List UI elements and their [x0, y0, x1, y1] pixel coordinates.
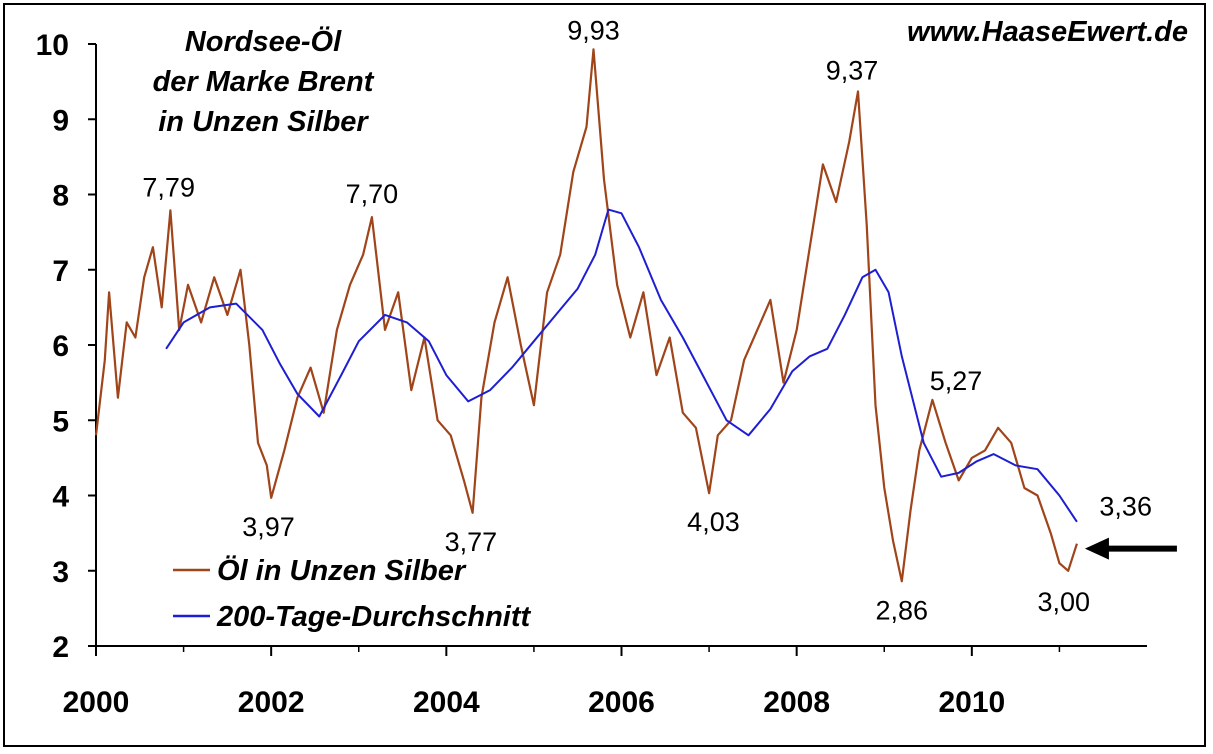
legend-label: 200-Tage-Durchschnitt [216, 601, 531, 633]
chart-frame: 2 3 4 5 6 7 8 9 10 2000 2002 2004 2006 2008 2010 7,79 3… [3, 3, 1206, 747]
legend: Öl in Unzen Silber 200-Tage-Durchschnitt [173, 554, 531, 633]
chart-title: Nordsee-Öl der Marke Brent in Unzen Silber [153, 25, 375, 138]
data-label: 5,27 [930, 366, 983, 396]
x-tick-label: 2002 [238, 686, 305, 719]
chart-title-line: in Unzen Silber [158, 106, 369, 138]
y-tick-label: 5 [52, 405, 69, 438]
x-tick-label: 2008 [763, 686, 830, 719]
series-line-oil [94, 48, 1078, 583]
axes: 2 3 4 5 6 7 8 9 10 2000 2002 2004 2006 2008 2010 [36, 29, 1147, 719]
data-label: 2,86 [875, 595, 928, 625]
x-tick-label: 2010 [938, 686, 1005, 719]
y-tick-label: 7 [52, 255, 69, 288]
y-tick-label: 4 [52, 481, 69, 514]
data-label: 4,03 [687, 507, 740, 537]
chart-title-line: der Marke Brent [153, 66, 375, 98]
x-tick-label: 2004 [413, 686, 480, 719]
data-label: 3,00 [1038, 587, 1091, 617]
pointer-arrow-head [1084, 537, 1109, 560]
y-tick-label: 9 [52, 104, 69, 137]
chart-svg: 2 3 4 5 6 7 8 9 10 2000 2002 2004 2006 2008 2010 7,79 3… [36, 15, 1188, 719]
annotations: 7,79 3,97 7,70 3,77 9,93 4,03 9,37 2,86 5,27 3,00… [142, 15, 1177, 625]
source-label: www.HaaseEwert.de [907, 16, 1188, 48]
data-label: 3,36 [1099, 492, 1152, 522]
data-label: 7,79 [142, 172, 195, 202]
x-tick-label: 2006 [588, 686, 655, 719]
data-label: 9,37 [826, 55, 879, 85]
series-lines [94, 48, 1078, 583]
legend-label: Öl in Unzen Silber [217, 554, 467, 587]
y-tick-label: 8 [52, 180, 69, 213]
data-label: 3,97 [242, 512, 295, 542]
data-label: 3,77 [445, 527, 498, 557]
y-tick-label: 3 [52, 556, 69, 589]
data-label: 7,70 [346, 179, 399, 209]
series-line-200d-average [165, 208, 1078, 523]
y-tick-label: 6 [52, 330, 69, 363]
y-tick-label: 10 [36, 29, 69, 62]
x-tick-label: 2000 [63, 686, 130, 719]
chart-title-line: Nordsee-Öl [185, 25, 342, 58]
y-tick-label: 2 [52, 631, 69, 664]
data-label: 9,93 [567, 15, 620, 45]
